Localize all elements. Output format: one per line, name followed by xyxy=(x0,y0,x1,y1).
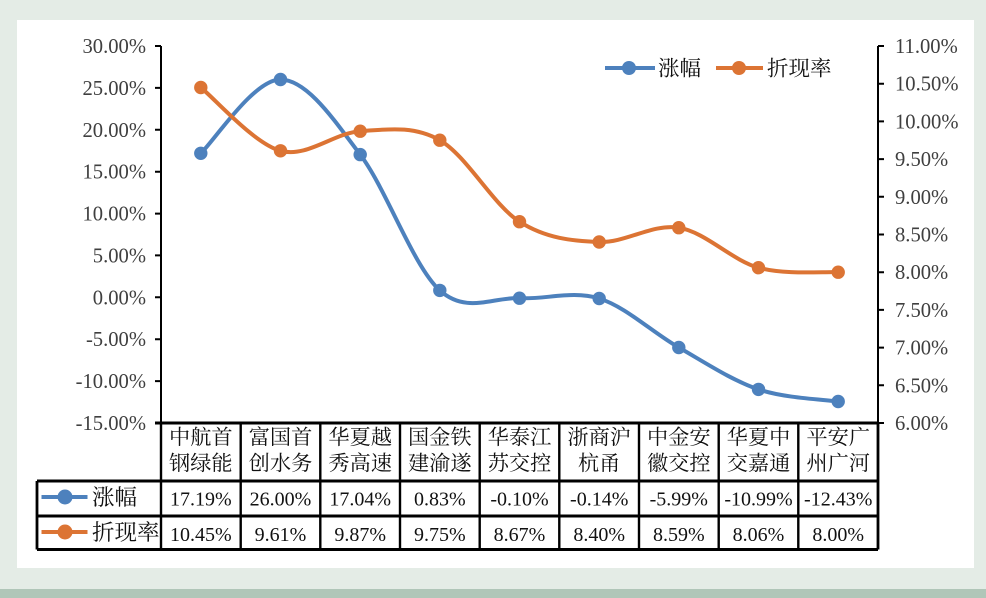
svg-text:-5.00%: -5.00% xyxy=(86,329,146,351)
svg-text:-10.00%: -10.00% xyxy=(76,371,146,393)
svg-text:10.50%: 10.50% xyxy=(895,74,959,96)
svg-text:9.75%: 9.75% xyxy=(414,524,466,546)
svg-text:9.61%: 9.61% xyxy=(255,524,307,546)
svg-text:8.50%: 8.50% xyxy=(895,225,948,247)
svg-text:25.00%: 25.00% xyxy=(83,78,147,100)
svg-text:11.00%: 11.00% xyxy=(895,36,958,58)
svg-text:17.04%: 17.04% xyxy=(329,489,391,511)
svg-text:-10.99%: -10.99% xyxy=(724,489,792,511)
svg-text:-12.43%: -12.43% xyxy=(804,489,872,511)
svg-text:8.67%: 8.67% xyxy=(494,524,546,546)
svg-text:8.00%: 8.00% xyxy=(812,524,864,546)
svg-text:8.40%: 8.40% xyxy=(573,524,625,546)
svg-text:7.50%: 7.50% xyxy=(895,300,948,322)
svg-text:9.87%: 9.87% xyxy=(334,524,386,546)
svg-text:8.00%: 8.00% xyxy=(895,262,948,284)
svg-text:10.00%: 10.00% xyxy=(83,204,147,226)
svg-text:6.00%: 6.00% xyxy=(895,413,948,435)
svg-text:9.00%: 9.00% xyxy=(895,187,948,209)
svg-text:-0.10%: -0.10% xyxy=(490,489,548,511)
svg-text:6.50%: 6.50% xyxy=(895,375,948,397)
svg-text:30.00%: 30.00% xyxy=(83,36,147,58)
svg-text:8.59%: 8.59% xyxy=(653,524,705,546)
svg-text:8.06%: 8.06% xyxy=(733,524,785,546)
svg-text:-5.99%: -5.99% xyxy=(650,489,708,511)
svg-text:17.19%: 17.19% xyxy=(170,489,232,511)
svg-text:26.00%: 26.00% xyxy=(250,489,312,511)
svg-text:7.00%: 7.00% xyxy=(895,338,948,360)
svg-text:10.00%: 10.00% xyxy=(895,111,959,133)
svg-text:10.45%: 10.45% xyxy=(170,524,232,546)
svg-text:-15.00%: -15.00% xyxy=(76,413,146,435)
svg-text:15.00%: 15.00% xyxy=(83,162,147,184)
svg-text:20.00%: 20.00% xyxy=(83,120,147,142)
svg-text:-0.14%: -0.14% xyxy=(570,489,628,511)
svg-text:5.00%: 5.00% xyxy=(93,245,146,267)
svg-text:9.50%: 9.50% xyxy=(895,149,948,171)
svg-text:0.83%: 0.83% xyxy=(414,489,466,511)
svg-text:0.00%: 0.00% xyxy=(93,287,146,309)
